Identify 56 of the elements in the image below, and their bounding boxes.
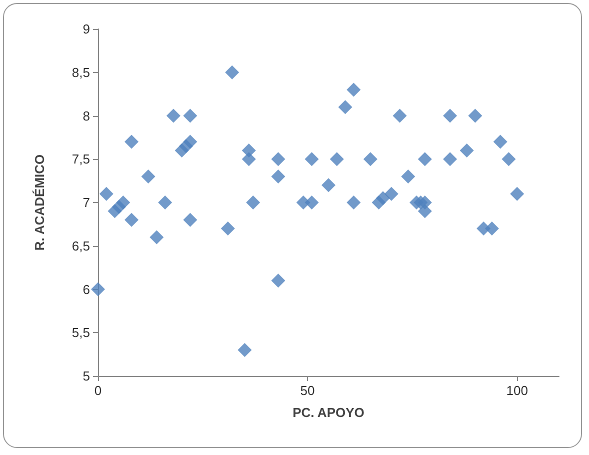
point <box>338 100 352 114</box>
point <box>468 108 482 123</box>
point <box>166 108 180 123</box>
point <box>150 230 164 244</box>
point <box>242 152 256 166</box>
x-axis-title: PC. APOYO <box>292 405 364 420</box>
point <box>322 178 336 192</box>
point <box>460 143 474 158</box>
point <box>183 212 198 227</box>
point <box>158 196 172 210</box>
y-tick-label: 8,5 <box>72 64 90 80</box>
point <box>99 186 114 201</box>
point <box>225 65 240 80</box>
y-tick-label: 5,5 <box>72 325 90 340</box>
point <box>116 196 130 210</box>
point <box>484 222 499 236</box>
point <box>124 134 139 149</box>
point <box>363 152 378 166</box>
y-tick-label: 9 <box>82 22 90 36</box>
point <box>418 196 432 210</box>
point <box>183 108 198 123</box>
point <box>91 282 105 296</box>
point <box>271 169 286 184</box>
y-tick-label: 7 <box>82 195 90 210</box>
x-tick-label: 50 <box>300 383 315 398</box>
point <box>401 169 416 184</box>
point <box>141 169 156 184</box>
y-axis-title: R. ACADÉMICO <box>32 154 47 251</box>
point <box>183 134 198 149</box>
point <box>392 108 407 123</box>
point <box>304 152 319 166</box>
y-tick-label: 8 <box>82 108 90 124</box>
point <box>443 108 458 123</box>
y-tick-label: 7,5 <box>72 152 90 167</box>
point <box>330 152 344 166</box>
y-tick-label: 6 <box>82 282 90 297</box>
x-tick-label: 0 <box>94 383 102 398</box>
point <box>346 82 361 97</box>
point <box>346 196 361 210</box>
point <box>246 196 260 210</box>
point <box>271 152 286 166</box>
x-tick-label: 100 <box>506 383 528 398</box>
point <box>304 196 319 210</box>
point <box>493 134 508 149</box>
point <box>510 186 524 201</box>
y-tick-label: 5 <box>82 368 90 384</box>
point <box>220 222 235 236</box>
y-tick-label: 6,5 <box>72 238 90 254</box>
point <box>124 212 139 227</box>
point <box>418 152 432 166</box>
point <box>384 186 398 201</box>
point <box>502 152 516 166</box>
point <box>238 342 252 357</box>
point <box>443 152 458 166</box>
point <box>271 274 286 288</box>
point <box>376 191 390 206</box>
